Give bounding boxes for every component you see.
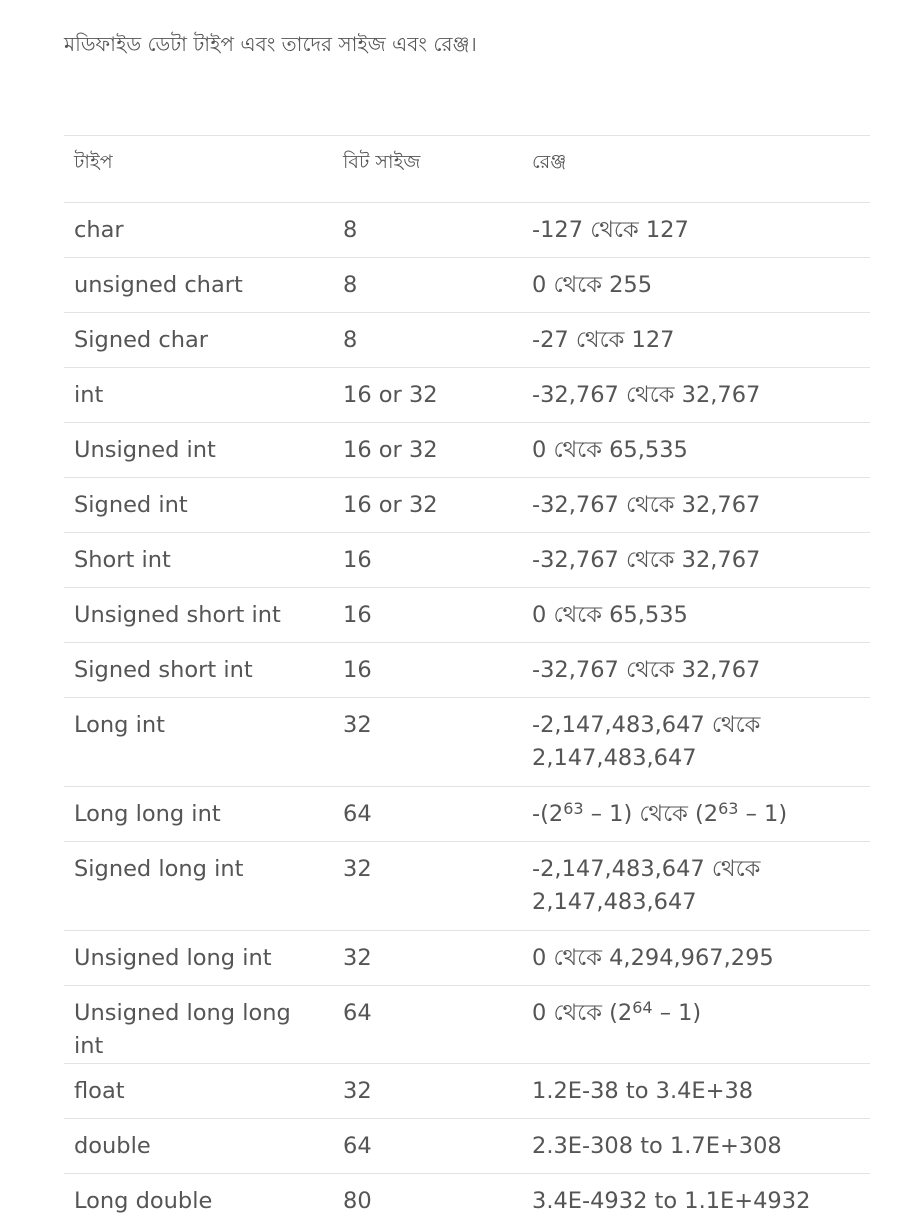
cell-range: 0 থেকে 4,294,967,295: [522, 930, 870, 986]
table-row: int 16 or 32 -32,767 থেকে 32,767: [64, 367, 870, 423]
range-part-sup2: 63: [718, 799, 739, 818]
cell-type: Long long int: [64, 786, 333, 842]
range-part-mid: – 1) থেকে (2: [583, 801, 719, 827]
range-part-suffix: – 1): [738, 801, 788, 827]
cell-type: char: [64, 202, 333, 258]
cell-range: -32,767 থেকে 32,767: [522, 532, 870, 588]
cell-type: Long double: [64, 1173, 333, 1229]
cell-type: Signed int: [64, 477, 333, 533]
column-header-type: টাইপ: [64, 135, 333, 203]
range-part-sup1: 64: [632, 998, 653, 1017]
cell-bit-size: 8: [333, 202, 522, 258]
cell-type: int: [64, 367, 333, 423]
table-row: Long double 80 3.4E-4932 to 1.1E+4932: [64, 1173, 870, 1229]
cell-range: -32,767 থেকে 32,767: [522, 477, 870, 533]
cell-range: -27 থেকে 127: [522, 312, 870, 368]
table-row: Signed char 8 -27 থেকে 127: [64, 312, 870, 368]
cell-type: Long int: [64, 697, 333, 787]
table-row: Signed long int 32 -2,147,483,647 থেকে 2,1…: [64, 841, 870, 931]
cell-bit-size: 16: [333, 532, 522, 588]
table-row: unsigned chart 8 0 থেকে 255: [64, 257, 870, 313]
cell-bit-size: 16: [333, 587, 522, 643]
intro-text: মডিফাইড ডেটা টাইপ এবং তাদের সাইজ এবং রেঞ…: [64, 32, 477, 56]
cell-range: -32,767 থেকে 32,767: [522, 367, 870, 423]
table-row: char 8 -127 থেকে 127: [64, 202, 870, 258]
table-row: Signed int 16 or 32 -32,767 থেকে 32,767: [64, 477, 870, 533]
cell-range: 0 থেকে 255: [522, 257, 870, 313]
cell-range: 0 থেকে 65,535: [522, 422, 870, 478]
cell-range: -(263 – 1) থেকে (263 – 1): [522, 786, 870, 842]
table-row: Unsigned short int 16 0 থেকে 65,535: [64, 587, 870, 643]
range-part-mid: – 1): [652, 1000, 702, 1026]
cell-type: Unsigned int: [64, 422, 333, 478]
table-row: Long int 32 -2,147,483,647 থেকে 2,147,483,…: [64, 697, 870, 787]
range-part-prefix: 0 থেকে (2: [532, 1000, 633, 1026]
cell-bit-size: 32: [333, 1063, 522, 1119]
cell-bit-size: 16 or 32: [333, 477, 522, 533]
column-header-bit-size: বিট সাইজ: [333, 135, 522, 203]
cell-range: 2.3E-308 to 1.7E+308: [522, 1118, 870, 1174]
cell-type: Signed short int: [64, 642, 333, 698]
table-row: Unsigned int 16 or 32 0 থেকে 65,535: [64, 422, 870, 478]
cell-range: -127 থেকে 127: [522, 202, 870, 258]
cell-bit-size: 64: [333, 786, 522, 842]
cell-type: float: [64, 1063, 333, 1119]
table-header-row: টাইপ বিট সাইজ রেঞ্জ: [64, 135, 870, 203]
cell-type: Unsigned long long int: [64, 985, 333, 1064]
cell-range: 0 থেকে 65,535: [522, 587, 870, 643]
data-type-table: টাইপ বিট সাইজ রেঞ্জ char 8 -127 থেকে 127 un…: [64, 135, 870, 1229]
cell-range: 3.4E-4932 to 1.1E+4932: [522, 1173, 870, 1229]
table-row: Unsigned long long int 64 0 থেকে (264 – 1): [64, 985, 870, 1064]
cell-range: 0 থেকে (264 – 1): [522, 985, 870, 1064]
table-row: Signed short int 16 -32,767 থেকে 32,767: [64, 642, 870, 698]
cell-type: Signed char: [64, 312, 333, 368]
range-part-prefix: -(2: [532, 801, 564, 827]
cell-range: -2,147,483,647 থেকে 2,147,483,647: [522, 697, 870, 787]
table-body: char 8 -127 থেকে 127 unsigned chart 8 0 থেকে …: [64, 202, 870, 1229]
cell-range: 1.2E-38 to 3.4E+38: [522, 1063, 870, 1119]
cell-bit-size: 64: [333, 985, 522, 1064]
cell-bit-size: 16: [333, 642, 522, 698]
cell-bit-size: 8: [333, 312, 522, 368]
cell-bit-size: 32: [333, 841, 522, 931]
range-part-sup1: 63: [563, 799, 584, 818]
cell-type: Short int: [64, 532, 333, 588]
table-row: Short int 16 -32,767 থেকে 32,767: [64, 532, 870, 588]
column-header-range: রেঞ্জ: [522, 135, 870, 203]
table-row: double 64 2.3E-308 to 1.7E+308: [64, 1118, 870, 1174]
cell-bit-size: 32: [333, 697, 522, 787]
cell-bit-size: 16 or 32: [333, 367, 522, 423]
cell-type: Signed long int: [64, 841, 333, 931]
cell-type: double: [64, 1118, 333, 1174]
cell-range: -2,147,483,647 থেকে 2,147,483,647: [522, 841, 870, 931]
cell-bit-size: 64: [333, 1118, 522, 1174]
table-row: Unsigned long int 32 0 থেকে 4,294,967,295: [64, 930, 870, 986]
cell-bit-size: 32: [333, 930, 522, 986]
cell-type: Unsigned short int: [64, 587, 333, 643]
cell-bit-size: 80: [333, 1173, 522, 1229]
cell-type: unsigned chart: [64, 257, 333, 313]
table-row: float 32 1.2E-38 to 3.4E+38: [64, 1063, 870, 1119]
table-row: Long long int 64 -(263 – 1) থেকে (263 – 1): [64, 786, 870, 842]
cell-bit-size: 16 or 32: [333, 422, 522, 478]
cell-bit-size: 8: [333, 257, 522, 313]
cell-type: Unsigned long int: [64, 930, 333, 986]
cell-range: -32,767 থেকে 32,767: [522, 642, 870, 698]
